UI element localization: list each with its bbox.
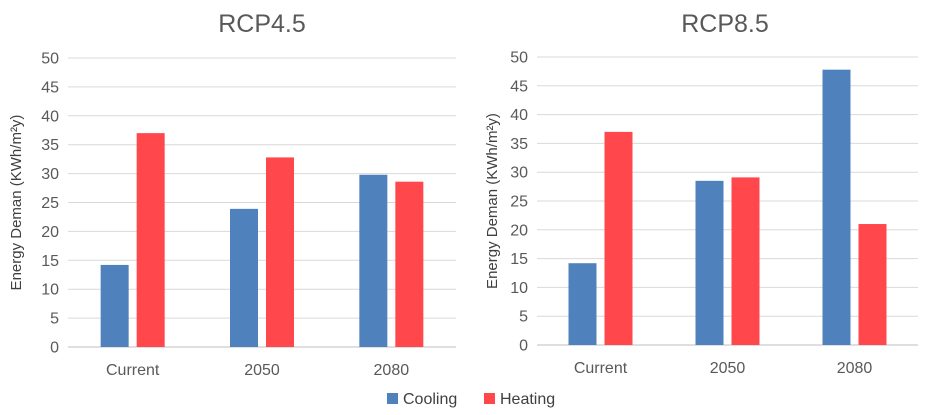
y-tick-label: 10 (41, 282, 59, 299)
y-tick-label: 20 (41, 224, 59, 241)
y-tick-label: 50 (510, 50, 528, 67)
legend-label-cooling: Cooling (403, 391, 457, 408)
legend: Cooling Heating (387, 391, 555, 408)
y-tick-label: 50 (41, 51, 59, 68)
x-tick-label: Current (106, 362, 160, 379)
x-tick-label: 2080 (374, 362, 410, 379)
y-tick-label: 5 (519, 309, 528, 326)
y-tick-label: 10 (510, 280, 528, 297)
legend-label-heating: Heating (500, 391, 555, 408)
x-tick-label: 2080 (837, 360, 873, 377)
bar-heating-2080 (395, 181, 424, 347)
y-axis-label: Energy Deman (KWh/m²y) (8, 115, 25, 291)
bar-heating-2050 (731, 177, 760, 345)
bar-heating-current (604, 131, 633, 345)
chart-title: RCP4.5 (218, 10, 306, 38)
bar-cooling-current (568, 263, 597, 345)
y-tick-label: 20 (510, 222, 528, 239)
y-tick-label: 40 (41, 108, 59, 125)
chart-rcp85: RCP8.5 0 5 10 15 20 25 30 35 40 45 50 Energy Deman (… (484, 10, 918, 377)
y-tick-label: 5 (50, 311, 59, 328)
y-tick-label: 30 (510, 165, 528, 182)
chart-title: RCP8.5 (681, 10, 769, 38)
x-tick-label: Current (574, 360, 628, 377)
y-axis-label: Energy Deman (KWh/m²y) (484, 113, 501, 289)
y-tick-label: 45 (510, 78, 528, 95)
y-tick-label: 45 (41, 79, 59, 96)
chart-rcp45: RCP4.5 0 5 10 15 20 25 30 35 40 45 50 Energy Deman (… (8, 10, 456, 379)
y-tick-label: 25 (510, 194, 528, 211)
y-tick-label: 15 (510, 251, 528, 268)
bar-cooling-2050 (230, 208, 258, 347)
legend-swatch-cooling (387, 393, 398, 404)
legend-swatch-heating (484, 393, 495, 404)
bar-heating-2050 (266, 157, 294, 347)
x-tick-label: 2050 (710, 360, 746, 377)
y-tick-label: 25 (41, 195, 59, 212)
y-tick-label: 30 (41, 166, 59, 183)
y-tick-label: 40 (510, 107, 528, 124)
bar-heating-2080 (858, 224, 887, 345)
y-tick-label: 15 (41, 253, 59, 270)
bar-cooling-2080 (359, 174, 388, 347)
bar-cooling-2080 (822, 69, 851, 345)
y-tick-label: 35 (41, 137, 59, 154)
bar-cooling-current (100, 264, 129, 347)
bar-cooling-2050 (695, 180, 724, 345)
y-tick-label: 0 (519, 338, 528, 355)
y-tick-label: 35 (510, 136, 528, 153)
x-tick-label: 2050 (244, 362, 280, 379)
y-tick-label: 0 (50, 340, 59, 357)
bar-heating-current (136, 133, 165, 347)
